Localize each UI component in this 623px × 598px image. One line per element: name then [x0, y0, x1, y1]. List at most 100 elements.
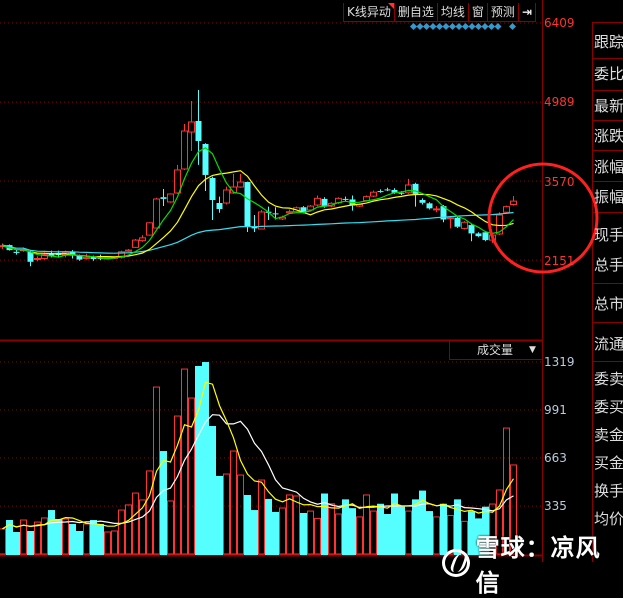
remove-watchlist-button[interactable]: 删自选	[395, 3, 438, 21]
candle	[209, 176, 216, 221]
quote-field-label: 委比	[594, 65, 623, 83]
volume-bar	[328, 503, 335, 555]
event-marker-icon	[435, 22, 444, 31]
quote-field-label: 现手	[594, 226, 623, 244]
price-tick: 4989	[544, 95, 575, 109]
candle	[223, 186, 230, 205]
volume-bar	[391, 493, 398, 555]
volume-bar	[34, 521, 41, 555]
volume-bar	[62, 518, 69, 555]
volume-bar	[265, 498, 272, 555]
kline-anomaly-button[interactable]: K线异动	[344, 3, 395, 21]
candle	[454, 216, 461, 228]
candle-body	[272, 213, 279, 215]
volume-tick: 1319	[544, 355, 575, 369]
candle	[251, 215, 258, 233]
event-marker-icon	[442, 22, 450, 31]
candle-body	[440, 206, 447, 220]
candle-body	[181, 130, 188, 170]
candle	[167, 193, 174, 203]
quote-field-label: 振幅	[594, 188, 623, 206]
volume-bar	[503, 427, 510, 555]
ma-long-line	[2, 211, 514, 254]
event-marker-icon	[422, 22, 431, 31]
candle-body	[468, 225, 475, 234]
candle-body	[447, 217, 454, 220]
volume-bar	[412, 499, 419, 555]
candle-body	[475, 233, 482, 237]
quote-field-label: 涨跌	[594, 127, 623, 145]
quote-field-label: 买金	[594, 454, 623, 472]
volume-bar	[258, 479, 265, 555]
forecast-button[interactable]: 预测	[488, 3, 519, 21]
candle-body	[307, 205, 314, 211]
volume-bar	[13, 532, 20, 555]
event-marker-icon	[416, 22, 424, 31]
candle-body	[244, 182, 251, 227]
quote-field-label: 总市	[594, 295, 623, 313]
volume-bar	[202, 362, 209, 555]
volume-bar	[195, 365, 202, 555]
candle-body	[342, 198, 349, 200]
volume-ma-fast-line	[2, 381, 515, 530]
candle	[125, 249, 132, 252]
candle	[174, 164, 181, 194]
quote-field-label: 跟踪	[594, 33, 623, 51]
candle-body	[482, 232, 489, 241]
candle	[510, 196, 517, 206]
candle-body	[125, 249, 132, 252]
candle-body	[314, 197, 321, 206]
event-marker-icon	[487, 22, 496, 31]
volume-bar	[104, 531, 111, 555]
candlesticks	[0, 89, 517, 267]
kline-chart[interactable]	[0, 0, 623, 562]
arrow-right-bar-icon[interactable]: ⇥	[521, 5, 532, 19]
quote-field-label: 委买	[594, 398, 623, 416]
candle-body	[27, 251, 34, 262]
volume-indicator-select[interactable]: 成交量 ▼	[449, 341, 543, 360]
candle-body	[83, 256, 90, 259]
quote-field-label: 总手	[594, 256, 623, 274]
quote-field-label: 涨幅	[594, 158, 623, 176]
window-button[interactable]: 窗	[469, 3, 488, 21]
candle-body	[223, 189, 230, 204]
candle-body	[202, 143, 209, 175]
candle-body	[237, 181, 244, 188]
candle-body	[209, 178, 216, 201]
candle-body	[258, 211, 265, 230]
volume-bar	[489, 503, 496, 555]
volume-bar	[440, 503, 447, 555]
candle-body	[251, 227, 258, 229]
candle-body	[13, 251, 20, 253]
event-marker-icon	[455, 22, 463, 31]
candle-body	[188, 121, 195, 133]
volume-moving-averages	[2, 381, 515, 530]
candle-body	[461, 221, 468, 229]
candle-body	[160, 197, 167, 199]
candle	[237, 174, 244, 188]
moving-average-button[interactable]: 均线	[438, 3, 469, 21]
volume-bar	[174, 415, 181, 555]
candle-body	[412, 183, 419, 194]
candle-body	[433, 208, 440, 211]
price-tick: 6409	[544, 16, 575, 30]
volume-bars	[0, 362, 517, 555]
event-marker-icon	[409, 22, 418, 31]
candle	[419, 198, 426, 205]
volume-bar	[342, 499, 349, 555]
candle	[230, 174, 237, 194]
candle	[181, 124, 188, 170]
candle-body	[496, 214, 503, 235]
event-marker-icon	[468, 22, 476, 31]
volume-bar	[244, 494, 251, 555]
event-markers	[409, 22, 517, 31]
candle-body	[41, 254, 48, 259]
event-marker-icon	[494, 22, 502, 31]
volume-bar	[209, 426, 216, 555]
candle-body	[90, 257, 97, 260]
candle	[426, 202, 433, 210]
moving-averages	[2, 147, 514, 260]
xueqiu-logo-icon	[442, 549, 470, 577]
volume-bar	[41, 517, 48, 555]
volume-bar	[307, 510, 314, 555]
